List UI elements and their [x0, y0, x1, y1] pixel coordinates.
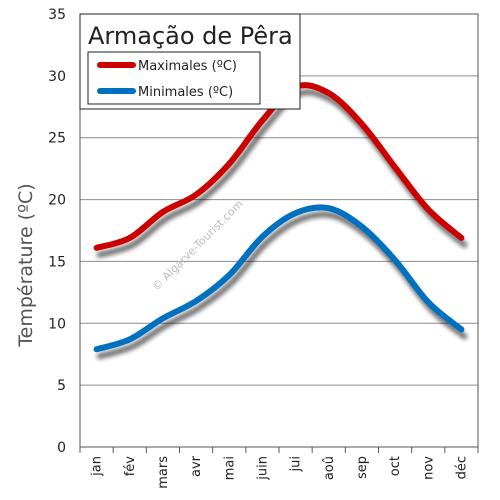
chart-title: Armação de Pêra: [88, 22, 293, 50]
y-tick-label: 30: [48, 69, 66, 85]
x-tick-label: jan: [90, 456, 105, 477]
y-tick-label: 20: [48, 193, 66, 209]
x-tick-label: oct: [388, 456, 403, 476]
y-tick-label: 5: [57, 378, 66, 394]
x-tick-label: fév: [123, 456, 138, 477]
x-tick-label: aoû: [322, 456, 337, 480]
legend-label-max: Maximales (ºC): [138, 59, 237, 74]
legend-label-min: Minimales (ºC): [138, 85, 233, 100]
y-tick-label: 25: [48, 131, 66, 147]
x-tick-label: mai: [222, 456, 237, 480]
y-axis-label: Température (ºC): [15, 183, 37, 347]
y-tick-label: 15: [48, 254, 66, 270]
y-tick-label: 35: [48, 7, 66, 23]
series-line-1: [93, 204, 465, 353]
x-tick-label: mars: [156, 456, 171, 489]
x-tick-label: sep: [355, 456, 370, 479]
x-tick-label: juin: [255, 456, 270, 481]
x-tick-label: avr: [189, 455, 204, 477]
y-tick-label: 10: [48, 316, 66, 332]
x-tick-label: déc: [454, 456, 469, 479]
x-tick-label: nov: [421, 456, 436, 480]
x-tick-label: jui: [289, 456, 304, 472]
series-group-1: [93, 204, 468, 360]
y-tick-label: 0: [57, 440, 66, 456]
legend-frame: [87, 51, 261, 105]
